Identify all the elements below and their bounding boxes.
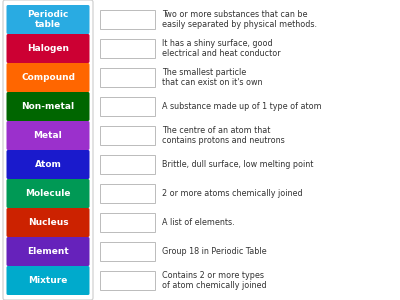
Text: The centre of an atom that
contains protons and neutrons: The centre of an atom that contains prot… bbox=[162, 126, 285, 146]
Bar bbox=[100, 97, 155, 116]
FancyBboxPatch shape bbox=[3, 0, 93, 300]
FancyBboxPatch shape bbox=[6, 63, 90, 92]
Text: A substance made up of 1 type of atom: A substance made up of 1 type of atom bbox=[162, 102, 322, 111]
FancyBboxPatch shape bbox=[6, 121, 90, 150]
FancyBboxPatch shape bbox=[6, 5, 90, 34]
Bar bbox=[100, 242, 155, 261]
Bar bbox=[100, 68, 155, 87]
Text: 2 or more atoms chemically joined: 2 or more atoms chemically joined bbox=[162, 189, 303, 198]
Text: Non-metal: Non-metal bbox=[22, 102, 74, 111]
Text: Atom: Atom bbox=[34, 160, 62, 169]
Text: Molecule: Molecule bbox=[25, 189, 71, 198]
Text: Contains 2 or more types
of atom chemically joined: Contains 2 or more types of atom chemica… bbox=[162, 271, 267, 290]
Text: It has a shiny surface, good
electrical and heat conductor: It has a shiny surface, good electrical … bbox=[162, 39, 281, 58]
Bar bbox=[100, 126, 155, 145]
Text: Element: Element bbox=[27, 247, 69, 256]
Text: Halogen: Halogen bbox=[27, 44, 69, 53]
Bar bbox=[100, 39, 155, 58]
FancyBboxPatch shape bbox=[6, 92, 90, 121]
Bar bbox=[100, 271, 155, 290]
Text: Nucleus: Nucleus bbox=[28, 218, 68, 227]
Text: Two or more substances that can be
easily separated by physical methods.: Two or more substances that can be easil… bbox=[162, 10, 317, 29]
Bar bbox=[100, 184, 155, 203]
Bar bbox=[100, 155, 155, 174]
FancyBboxPatch shape bbox=[6, 237, 90, 266]
FancyBboxPatch shape bbox=[6, 34, 90, 63]
Text: Brittle, dull surface, low melting point: Brittle, dull surface, low melting point bbox=[162, 160, 313, 169]
Text: Group 18 in Periodic Table: Group 18 in Periodic Table bbox=[162, 247, 267, 256]
Text: Periodic
table: Periodic table bbox=[27, 10, 69, 29]
Bar bbox=[100, 213, 155, 232]
FancyBboxPatch shape bbox=[6, 150, 90, 179]
Text: Metal: Metal bbox=[34, 131, 62, 140]
FancyBboxPatch shape bbox=[6, 179, 90, 208]
Bar bbox=[100, 10, 155, 29]
FancyBboxPatch shape bbox=[6, 266, 90, 295]
Text: The smallest particle
that can exist on it's own: The smallest particle that can exist on … bbox=[162, 68, 262, 87]
Text: Compound: Compound bbox=[21, 73, 75, 82]
Text: Mixture: Mixture bbox=[28, 276, 68, 285]
FancyBboxPatch shape bbox=[6, 208, 90, 237]
Text: A list of elements.: A list of elements. bbox=[162, 218, 235, 227]
